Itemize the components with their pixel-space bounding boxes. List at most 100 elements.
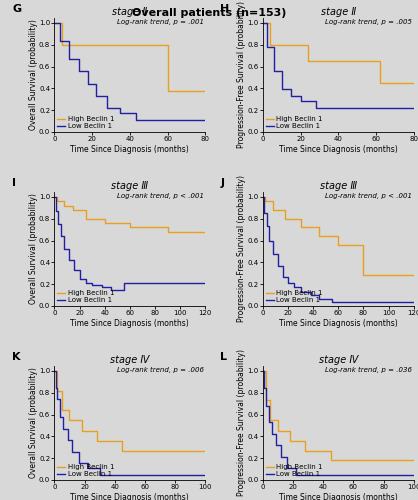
Title: stage Ⅲ: stage Ⅲ — [320, 180, 357, 190]
High Beclin 1 — [298, 224, 303, 230]
High Beclin 1 — [102, 220, 107, 226]
Low Beclin 1 — [56, 221, 61, 227]
Line: High Beclin 1: High Beclin 1 — [54, 23, 205, 90]
High Beclin 1 — [411, 458, 416, 464]
Low Beclin 1 — [411, 298, 416, 304]
High Beclin 1 — [306, 58, 311, 64]
Low Beclin 1 — [61, 414, 66, 420]
High Beclin 1 — [361, 242, 366, 248]
Low Beclin 1 — [175, 117, 180, 123]
X-axis label: Time Since Diagnosis (months): Time Since Diagnosis (months) — [71, 145, 189, 154]
Title: stage Ⅱ: stage Ⅱ — [321, 6, 356, 16]
Low Beclin 1 — [267, 224, 272, 230]
High Beclin 1 — [55, 368, 60, 374]
High Beclin 1 — [317, 233, 322, 239]
High Beclin 1 — [260, 20, 265, 26]
High Beclin 1 — [79, 417, 84, 423]
Low Beclin 1 — [285, 274, 291, 280]
Low Beclin 1 — [298, 93, 303, 99]
Low Beclin 1 — [97, 472, 102, 478]
High Beclin 1 — [165, 229, 170, 235]
High Beclin 1 — [411, 80, 416, 86]
High Beclin 1 — [127, 220, 133, 226]
Line: Low Beclin 1: Low Beclin 1 — [54, 371, 205, 474]
High Beclin 1 — [52, 20, 57, 26]
Low Beclin 1 — [279, 86, 284, 92]
Low Beclin 1 — [260, 194, 265, 200]
Legend: High Beclin 1, Low Beclin 1: High Beclin 1, Low Beclin 1 — [265, 464, 323, 478]
Low Beclin 1 — [278, 454, 283, 460]
High Beclin 1 — [411, 272, 416, 278]
High Beclin 1 — [288, 438, 293, 444]
Low Beclin 1 — [270, 238, 275, 244]
High Beclin 1 — [79, 428, 84, 434]
Low Beclin 1 — [328, 472, 333, 478]
High Beclin 1 — [288, 428, 293, 434]
Low Beclin 1 — [298, 98, 303, 104]
High Beclin 1 — [71, 207, 76, 213]
Text: J: J — [220, 178, 224, 188]
Low Beclin 1 — [262, 210, 267, 216]
Low Beclin 1 — [272, 68, 277, 74]
Low Beclin 1 — [411, 105, 416, 111]
Line: High Beclin 1: High Beclin 1 — [54, 371, 205, 450]
Low Beclin 1 — [275, 262, 280, 268]
Title: stage Ⅳ: stage Ⅳ — [110, 354, 150, 364]
Title: stage Ⅲ: stage Ⅲ — [111, 180, 148, 190]
High Beclin 1 — [83, 207, 88, 213]
Low Beclin 1 — [280, 262, 285, 268]
Y-axis label: Progression-Free Survival (probability): Progression-Free Survival (probability) — [237, 176, 246, 322]
High Beclin 1 — [120, 448, 125, 454]
High Beclin 1 — [306, 42, 311, 48]
Low Beclin 1 — [86, 68, 91, 74]
Low Beclin 1 — [279, 68, 284, 74]
Low Beclin 1 — [109, 284, 114, 290]
Low Beclin 1 — [118, 110, 123, 116]
Title: stage Ⅱ: stage Ⅱ — [112, 6, 148, 16]
High Beclin 1 — [59, 407, 64, 413]
Text: Overall patients (n=153): Overall patients (n=153) — [132, 8, 286, 18]
Y-axis label: Overall Survival (probability): Overall Survival (probability) — [28, 20, 38, 130]
Low Beclin 1 — [266, 419, 271, 425]
High Beclin 1 — [263, 198, 268, 204]
Low Beclin 1 — [76, 448, 81, 454]
High Beclin 1 — [317, 224, 322, 230]
Low Beclin 1 — [67, 56, 72, 62]
High Beclin 1 — [298, 216, 303, 222]
Low Beclin 1 — [83, 280, 88, 286]
X-axis label: Time Since Diagnosis (months): Time Since Diagnosis (months) — [279, 493, 398, 500]
Low Beclin 1 — [411, 472, 416, 478]
High Beclin 1 — [165, 224, 170, 230]
Low Beclin 1 — [56, 208, 61, 214]
Low Beclin 1 — [308, 289, 313, 295]
Title: stage Ⅳ: stage Ⅳ — [319, 354, 358, 364]
Low Beclin 1 — [317, 292, 322, 298]
Low Beclin 1 — [97, 465, 102, 471]
Text: Log-rank trend, p < .001: Log-rank trend, p < .001 — [117, 192, 204, 199]
Low Beclin 1 — [61, 426, 66, 432]
Text: I: I — [12, 178, 16, 188]
Line: High Beclin 1: High Beclin 1 — [54, 197, 205, 232]
Low Beclin 1 — [306, 472, 311, 478]
High Beclin 1 — [54, 198, 59, 204]
Low Beclin 1 — [99, 282, 104, 288]
High Beclin 1 — [260, 368, 265, 374]
High Beclin 1 — [336, 233, 341, 239]
Low Beclin 1 — [53, 208, 58, 214]
Low Beclin 1 — [262, 194, 267, 200]
Low Beclin 1 — [58, 233, 63, 239]
Low Beclin 1 — [313, 98, 318, 104]
High Beclin 1 — [263, 368, 268, 374]
Low Beclin 1 — [274, 431, 279, 437]
High Beclin 1 — [102, 216, 107, 222]
Low Beclin 1 — [284, 454, 289, 460]
Text: G: G — [12, 4, 21, 14]
Low Beclin 1 — [77, 267, 82, 273]
Low Beclin 1 — [58, 38, 63, 44]
X-axis label: Time Since Diagnosis (months): Time Since Diagnosis (months) — [279, 319, 398, 328]
Low Beclin 1 — [58, 414, 63, 420]
Low Beclin 1 — [263, 403, 268, 409]
Low Beclin 1 — [383, 105, 388, 111]
Low Beclin 1 — [121, 286, 126, 292]
Low Beclin 1 — [66, 436, 71, 442]
